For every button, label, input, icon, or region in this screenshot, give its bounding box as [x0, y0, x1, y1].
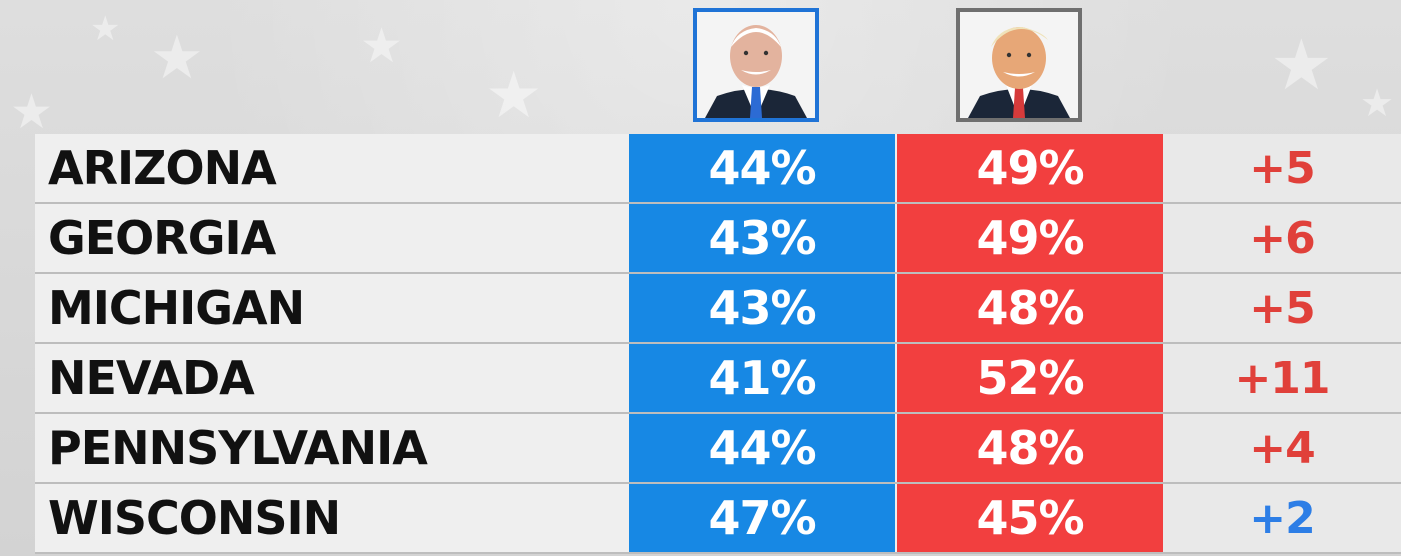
biden-value-cell: 47% — [629, 484, 895, 552]
trump-value-cell: 45% — [897, 484, 1163, 552]
state-name: NEVADA — [48, 351, 255, 405]
state-name: GEORGIA — [48, 211, 276, 265]
table-row: GEORGIA 43% 49% +6 — [35, 204, 1401, 274]
biden-value-cell: 44% — [629, 134, 895, 202]
background-star-1: ★ — [10, 84, 54, 140]
margin-value-cell: +11 — [1163, 344, 1401, 412]
biden-value-cell: 44% — [629, 414, 895, 482]
table-row: WISCONSIN 47% 45% +2 — [35, 484, 1401, 554]
margin-value-cell: +5 — [1163, 134, 1401, 202]
table-row: PENNSYLVANIA 44% 48% +4 — [35, 414, 1401, 484]
background-star-4: ★ — [360, 18, 404, 74]
background-star-7: ★ — [1360, 81, 1395, 125]
trump-value-cell: 49% — [897, 204, 1163, 272]
state-name: WISCONSIN — [48, 491, 341, 545]
state-name: MICHIGAN — [48, 281, 305, 335]
margin-value-cell: +5 — [1163, 274, 1401, 342]
trump-portrait — [956, 8, 1082, 122]
trump-value-cell: 49% — [897, 134, 1163, 202]
trump-value-cell: 52% — [897, 344, 1163, 412]
state-name: PENNSYLVANIA — [48, 421, 428, 475]
table-row: ARIZONA 44% 49% +5 — [35, 134, 1401, 204]
background-star-2: ★ — [90, 9, 121, 49]
margin-value-cell: +6 — [1163, 204, 1401, 272]
table-row: NEVADA 41% 52% +11 — [35, 344, 1401, 414]
biden-value-cell: 41% — [629, 344, 895, 412]
biden-value-cell: 43% — [629, 274, 895, 342]
biden-portrait — [693, 8, 819, 122]
poll-table: ARIZONA 44% 49% +5 GEORGIA 43% 49% +6 MI… — [35, 134, 1401, 556]
margin-value-cell: +4 — [1163, 414, 1401, 482]
trump-value-cell: 48% — [897, 274, 1163, 342]
background-star-3: ★ — [150, 23, 204, 93]
margin-value-cell: +2 — [1163, 484, 1401, 552]
table-row: MICHIGAN 43% 48% +5 — [35, 274, 1401, 344]
trump-value-cell: 48% — [897, 414, 1163, 482]
state-name: ARIZONA — [48, 141, 277, 195]
biden-value-cell: 43% — [629, 204, 895, 272]
background-star-5: ★ — [485, 59, 543, 133]
background-star-6: ★ — [1270, 24, 1333, 106]
